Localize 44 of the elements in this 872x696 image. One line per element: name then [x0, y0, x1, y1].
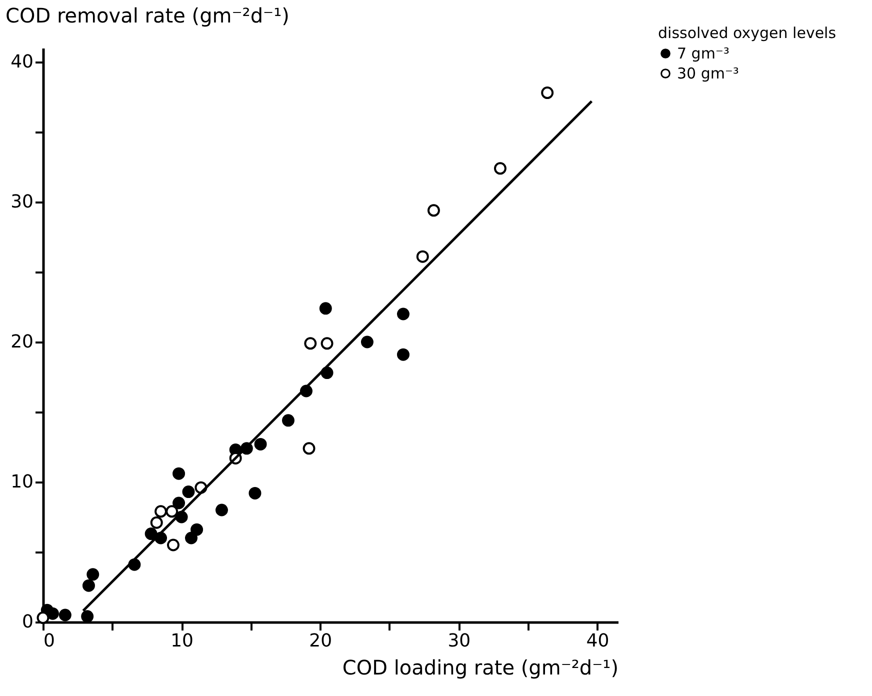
x-tick-label: 30 [448, 630, 471, 652]
x-axis-title: COD loading rate (gm⁻²d⁻¹) [342, 656, 618, 680]
point [541, 86, 554, 100]
point [172, 496, 186, 510]
point [154, 505, 168, 518]
point [254, 438, 267, 450]
point [248, 486, 262, 500]
legend-title: dissolved oxygen levels [658, 24, 836, 42]
point [396, 348, 410, 361]
point [282, 414, 294, 427]
point [166, 538, 180, 552]
point [302, 442, 316, 455]
point [190, 523, 204, 536]
point [144, 528, 158, 540]
point [58, 608, 72, 622]
point [182, 486, 195, 498]
point [416, 250, 429, 263]
y-axis-title: COD removal rate (gm⁻²d⁻¹) [6, 4, 290, 28]
point [427, 204, 440, 217]
point [320, 337, 334, 350]
point [304, 337, 317, 350]
point [360, 336, 374, 348]
y-tick-label: 20 [10, 332, 34, 352]
point [215, 504, 228, 516]
point [494, 162, 506, 175]
y-tick-label: 0 [22, 612, 34, 632]
y-tick-label: 40 [10, 52, 34, 72]
point [82, 579, 95, 592]
x-tick-label: 0 [44, 630, 55, 652]
point [81, 610, 94, 623]
point [396, 308, 410, 320]
legend-label: 7 gm⁻³ [677, 44, 730, 62]
point [166, 505, 178, 518]
y-tick-label: 10 [10, 472, 34, 492]
point [86, 568, 100, 581]
point [319, 302, 332, 315]
point [172, 467, 186, 480]
y-tick-label: 30 [10, 192, 34, 212]
point [185, 532, 198, 544]
point [150, 516, 163, 529]
x-tick-label: 20 [309, 630, 332, 652]
x-tick-label: 10 [170, 630, 194, 652]
x-tick-label: 40 [586, 630, 610, 652]
legend-label: 30 gm⁻³ [677, 64, 739, 82]
